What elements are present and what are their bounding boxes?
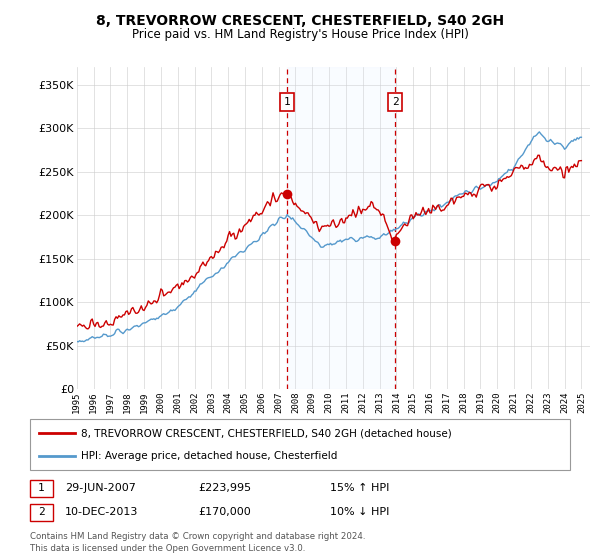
Text: 15% ↑ HPI: 15% ↑ HPI: [330, 483, 389, 493]
Text: 8, TREVORROW CRESCENT, CHESTERFIELD, S40 2GH (detached house): 8, TREVORROW CRESCENT, CHESTERFIELD, S40…: [81, 428, 452, 438]
Text: 29-JUN-2007: 29-JUN-2007: [65, 483, 136, 493]
Text: 2: 2: [392, 97, 398, 107]
Text: 10% ↓ HPI: 10% ↓ HPI: [330, 507, 389, 517]
Text: 10-DEC-2013: 10-DEC-2013: [65, 507, 138, 517]
Text: 1: 1: [38, 483, 45, 493]
Text: £170,000: £170,000: [198, 507, 251, 517]
Text: 1: 1: [284, 97, 290, 107]
Text: £223,995: £223,995: [198, 483, 251, 493]
Bar: [287, 67, 395, 389]
Text: 2: 2: [38, 507, 45, 517]
Text: HPI: Average price, detached house, Chesterfield: HPI: Average price, detached house, Ches…: [81, 451, 337, 461]
Text: Contains HM Land Registry data © Crown copyright and database right 2024.
This d: Contains HM Land Registry data © Crown c…: [30, 533, 365, 553]
Text: Price paid vs. HM Land Registry's House Price Index (HPI): Price paid vs. HM Land Registry's House …: [131, 28, 469, 41]
Text: 8, TREVORROW CRESCENT, CHESTERFIELD, S40 2GH: 8, TREVORROW CRESCENT, CHESTERFIELD, S40…: [96, 14, 504, 28]
